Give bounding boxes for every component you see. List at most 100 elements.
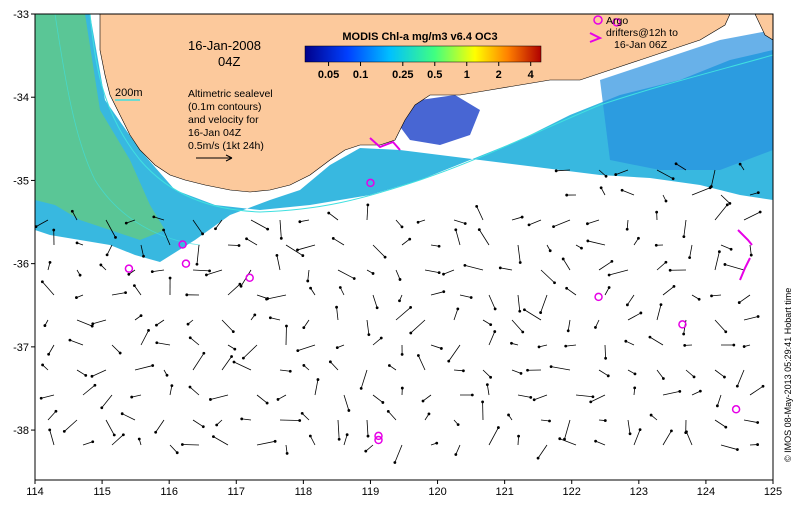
velocity-vector-head — [91, 440, 94, 443]
velocity-vector-head — [607, 374, 610, 377]
velocity-vector-head — [550, 365, 553, 368]
velocity-vector-head — [442, 273, 445, 276]
velocity-vector-head — [553, 281, 556, 284]
velocity-vector-head — [367, 333, 370, 336]
velocity-vector-head — [494, 308, 497, 311]
velocity-vector-head — [567, 329, 570, 332]
velocity-vector-head — [209, 398, 212, 401]
velocity-vector-head — [138, 438, 141, 441]
velocity-vector-head — [298, 220, 301, 223]
velocity-vector-head — [44, 324, 47, 327]
velocity-vector-head — [685, 430, 688, 433]
velocity-vector-head — [242, 357, 245, 360]
velocity-vector-head — [489, 323, 492, 326]
sealevel-note-2: (0.1m contours) — [188, 101, 262, 113]
velocity-vector-head — [147, 329, 150, 332]
velocity-vector-head — [660, 303, 663, 306]
velocity-vector-head — [185, 293, 188, 296]
velocity-vector-head — [699, 390, 702, 393]
velocity-vector-head — [202, 425, 205, 428]
velocity-vector-head — [309, 287, 312, 290]
velocity-vector-head — [726, 203, 729, 206]
velocity-vector-head — [456, 307, 459, 310]
velocity-vector-head — [381, 401, 384, 404]
velocity-vector-head — [113, 434, 116, 437]
velocity-vector-head — [409, 332, 412, 335]
velocity-vector-head — [327, 212, 330, 215]
velocity-vector-head — [621, 189, 624, 192]
velocity-vector-head — [401, 353, 404, 356]
map-title: MODIS Chl-a mg/m3 v6.4 OC3 — [342, 31, 497, 43]
velocity-vector-head — [187, 323, 190, 326]
colorbar-tick-label: 0.25 — [392, 69, 413, 81]
velocity-vector-head — [669, 269, 672, 272]
y-tick-label: -36 — [13, 259, 29, 271]
velocity-vector-head — [552, 225, 555, 228]
velocity-vector-head — [230, 355, 233, 358]
velocity-vector-head — [682, 333, 685, 336]
velocity-vector-head — [296, 349, 299, 352]
velocity-vector-head — [724, 263, 727, 266]
velocity-vector-head — [723, 376, 726, 379]
velocity-vector-head — [438, 271, 441, 274]
colorbar-tick-label: 0.1 — [353, 69, 368, 81]
velocity-vector-head — [594, 440, 597, 443]
velocity-vector-head — [683, 344, 686, 347]
velocity-vector-head — [710, 295, 713, 298]
velocity-vector-head — [736, 448, 739, 451]
velocity-vector-head — [428, 412, 431, 415]
velocity-vector-head — [409, 306, 412, 309]
velocity-vector-head — [309, 435, 312, 438]
velocity-vector-head — [555, 169, 558, 172]
velocity-vector-head — [594, 326, 597, 329]
velocity-vector-head — [40, 397, 43, 400]
colorbar-tick-label: 0.5 — [427, 69, 442, 81]
velocity-vector-head — [336, 346, 339, 349]
velocity-vector-head — [438, 245, 441, 248]
velocity-vector-head — [454, 453, 457, 456]
credit-text: © IMOS 08-May-2013 05:29:41 Hobart time — [783, 288, 793, 462]
velocity-vector-head — [605, 175, 608, 178]
velocity-vector-head — [682, 235, 685, 238]
velocity-vector-head — [526, 369, 529, 372]
velocity-vector-head — [435, 442, 438, 445]
velocity-vector-head — [709, 186, 712, 189]
velocity-vector-head — [332, 237, 335, 240]
y-tick-label: -34 — [13, 92, 29, 104]
map-date: 16-Jan-2008 — [188, 38, 261, 53]
velocity-vector-head — [240, 417, 243, 420]
velocity-vector-head — [122, 433, 125, 436]
velocity-vector-head — [142, 255, 145, 258]
velocity-vector-head — [130, 396, 133, 399]
velocity-vector-head — [91, 322, 94, 325]
velocity-vector-head — [537, 457, 540, 460]
velocity-vector-head — [649, 336, 652, 339]
x-tick-label: 121 — [495, 486, 513, 498]
velocity-vector-head — [549, 249, 552, 252]
velocity-vector-head — [181, 443, 184, 446]
velocity-vector-head — [634, 373, 637, 376]
velocity-vector-head — [580, 247, 583, 250]
velocity-vector-head — [353, 277, 356, 280]
velocity-vector-head — [286, 452, 289, 455]
velocity-vector-head — [670, 429, 673, 432]
velocity-vector-head — [119, 352, 122, 355]
velocity-vector-head — [533, 398, 536, 401]
velocity-vector-head — [201, 232, 204, 235]
velocity-vector-head — [233, 361, 236, 364]
velocity-vector-head — [629, 432, 632, 435]
velocity-vector-head — [266, 402, 269, 405]
velocity-vector-head — [91, 375, 94, 378]
velocity-vector-head — [306, 280, 309, 283]
velocity-vector-head — [608, 286, 611, 289]
x-tick-label: 125 — [764, 486, 782, 498]
velocity-vector-head — [417, 354, 420, 357]
velocity-vector — [182, 444, 199, 445]
colorbar — [305, 46, 541, 62]
velocity-vector-head — [232, 330, 235, 333]
velocity-vector-head — [393, 461, 396, 464]
velocity-vector-head — [367, 435, 370, 438]
velocity-vector-head — [586, 222, 589, 225]
velocity-vector-head — [79, 274, 82, 277]
